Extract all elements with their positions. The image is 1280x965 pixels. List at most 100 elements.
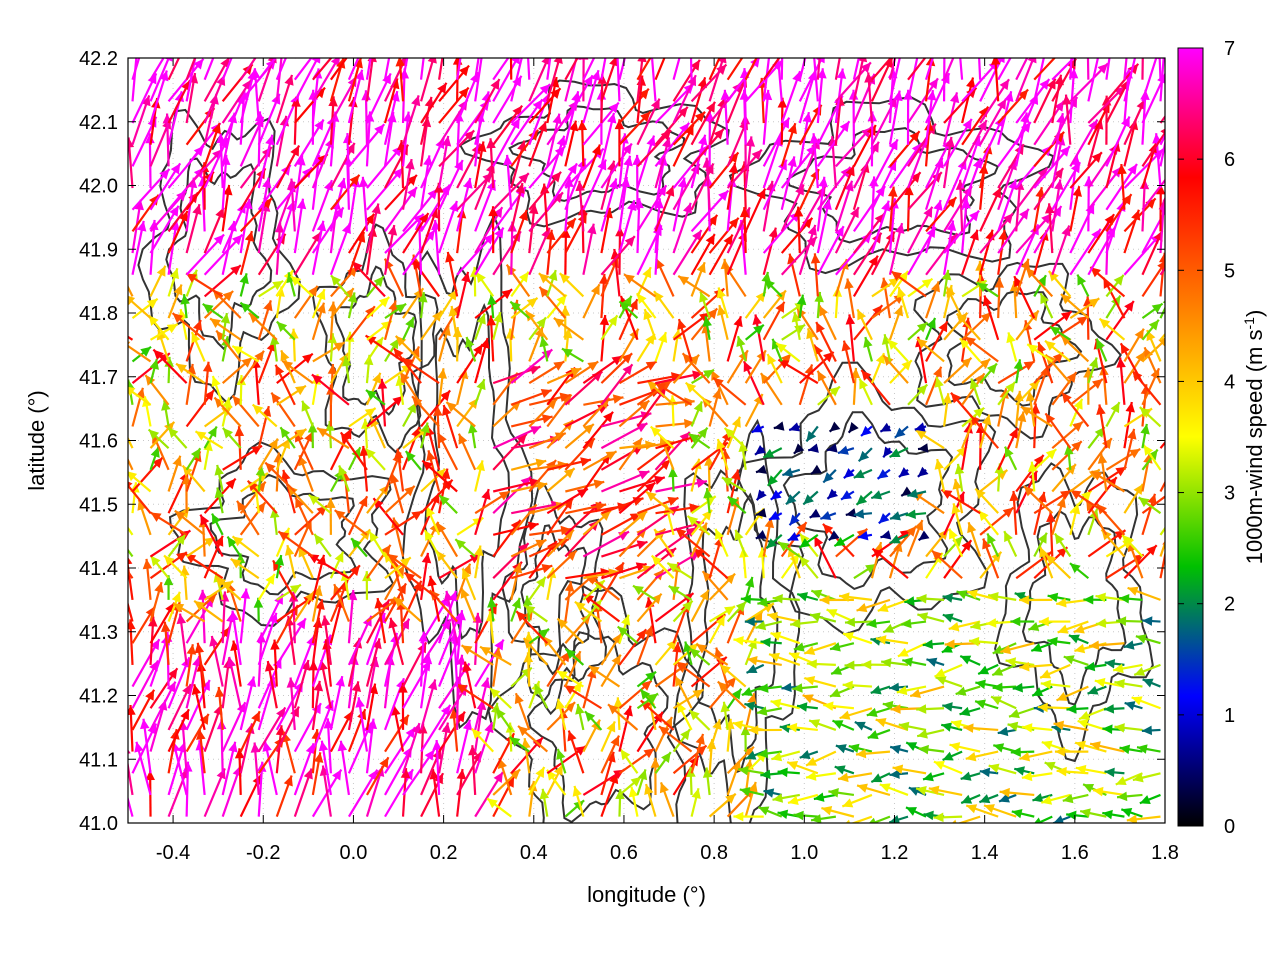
y-tick-label: 42.2 — [79, 48, 118, 70]
wind-vector-shaft — [1088, 10, 1109, 58]
wind-vector-head — [1031, 32, 1040, 43]
wind-vector-head — [692, 788, 701, 799]
wind-vector-shaft — [187, 17, 224, 58]
wind-vector-shaft — [962, 13, 966, 58]
wind-vector-head — [838, 773, 849, 782]
wind-vector-shaft — [526, 25, 529, 80]
wind-vector-shaft — [1160, 295, 1171, 318]
wind-vector-head — [572, 8, 581, 19]
wind-vector-head — [282, 361, 293, 371]
wind-vector-shaft — [116, 263, 132, 296]
wind-vector-head — [215, 687, 225, 697]
wind-vector-head — [973, 25, 983, 35]
wind-vector-head — [1039, 79, 1049, 90]
wind-vector-head — [857, 603, 868, 612]
wind-vector-head — [969, 637, 979, 647]
wind-vector-shaft — [926, 3, 931, 58]
wind-vector-head — [774, 421, 785, 430]
wind-vector-shaft — [818, 12, 821, 58]
wind-vector-head — [681, 27, 690, 38]
wind-vector-head — [871, 685, 882, 694]
wind-vector-head — [556, 13, 565, 24]
wind-vector-head — [1011, 747, 1021, 757]
wind-vector-head — [118, 418, 127, 429]
wind-vector-head — [1124, 26, 1134, 36]
wind-vector-head — [289, 329, 299, 339]
wind-vector-shaft — [133, 27, 149, 80]
y-tick-label: 41.7 — [79, 367, 118, 389]
wind-vector-head — [942, 702, 952, 711]
wind-vector-head — [197, 33, 206, 44]
wind-vector-head — [134, 12, 143, 23]
wind-vector-head — [282, 36, 292, 47]
wind-vector-head — [1000, 79, 1009, 90]
wind-vector-head — [827, 489, 838, 499]
wind-vector-shaft — [692, 4, 701, 58]
wind-vector-head — [661, 752, 671, 763]
x-axis-title: longitude (°) — [587, 882, 706, 907]
wind-vector-head — [507, 8, 516, 19]
wind-vector-shaft — [118, 418, 133, 448]
wind-vector-head — [119, 340, 130, 350]
wind-vector-head — [1056, 13, 1066, 24]
wind-vector-head — [328, 96, 338, 106]
wind-vector-shaft — [601, 26, 611, 80]
wind-vector-head — [1012, 809, 1023, 818]
wind-vector-shaft — [565, 8, 578, 58]
wind-vector-head — [121, 744, 130, 755]
wind-vector-head — [173, 456, 182, 467]
wind-vector-head — [760, 638, 770, 648]
wind-vector-shaft — [637, 3, 638, 58]
wind-vector-head — [338, 741, 347, 752]
wind-vector-head — [720, 38, 729, 49]
wind-vector-head — [1127, 164, 1136, 175]
wind-vector-head — [654, 291, 664, 302]
wind-vector-head — [809, 47, 819, 57]
wind-vector-shaft — [994, 3, 998, 58]
wind-vector-shaft — [385, 26, 395, 80]
wind-vector-head — [967, 522, 976, 533]
wind-vector-shaft — [1160, 453, 1180, 491]
wind-vector-shaft — [978, 25, 981, 80]
wind-vector-head — [1009, 491, 1019, 501]
wind-vector-head — [292, 19, 301, 30]
wind-vector-head — [503, 155, 513, 165]
wind-vector-head — [183, 762, 193, 772]
wind-vector-head — [374, 598, 383, 609]
wind-vector-head — [1114, 679, 1125, 688]
x-tick-label: 0.2 — [430, 842, 458, 864]
wind-vector-head — [623, 7, 632, 18]
wind-vector-shaft — [116, 510, 133, 535]
wind-vector-head — [275, 555, 284, 566]
wind-vector-head — [580, 457, 591, 466]
wind-vector-head — [899, 467, 910, 477]
wind-vector-shaft — [117, 535, 132, 556]
wind-vector-head — [808, 443, 819, 452]
wind-vector-shaft — [908, 48, 919, 102]
wind-vector-head — [484, 722, 493, 733]
wind-vector-head — [1104, 704, 1114, 714]
wind-vector-shaft — [651, 47, 655, 102]
wind-vector-head — [881, 201, 890, 212]
wind-vector-head — [328, 9, 338, 19]
wind-vector-shaft — [841, 817, 872, 828]
wind-vector-head — [1064, 655, 1075, 664]
wind-vector-head — [407, 26, 416, 37]
wind-vector-shaft — [1106, 3, 1112, 58]
wind-vector-head — [235, 426, 245, 436]
wind-vector-head — [1095, 678, 1106, 687]
wind-vector-shaft — [118, 763, 132, 816]
wind-vector-head — [953, 25, 963, 35]
wind-vector-head — [247, 677, 256, 688]
wind-vector-head — [782, 41, 792, 52]
wind-vector-head — [970, 230, 979, 241]
wind-vector-head — [476, 272, 486, 283]
wind-vector-shaft — [421, 25, 427, 80]
wind-vector-head — [1108, 25, 1117, 35]
wind-vector-head — [764, 47, 774, 57]
wind-vector-head — [767, 612, 778, 621]
wind-vector-head — [406, 727, 415, 738]
wind-vector-head — [816, 29, 826, 39]
wind-vector-head — [1101, 10, 1110, 21]
wind-vector-head — [170, 32, 179, 43]
